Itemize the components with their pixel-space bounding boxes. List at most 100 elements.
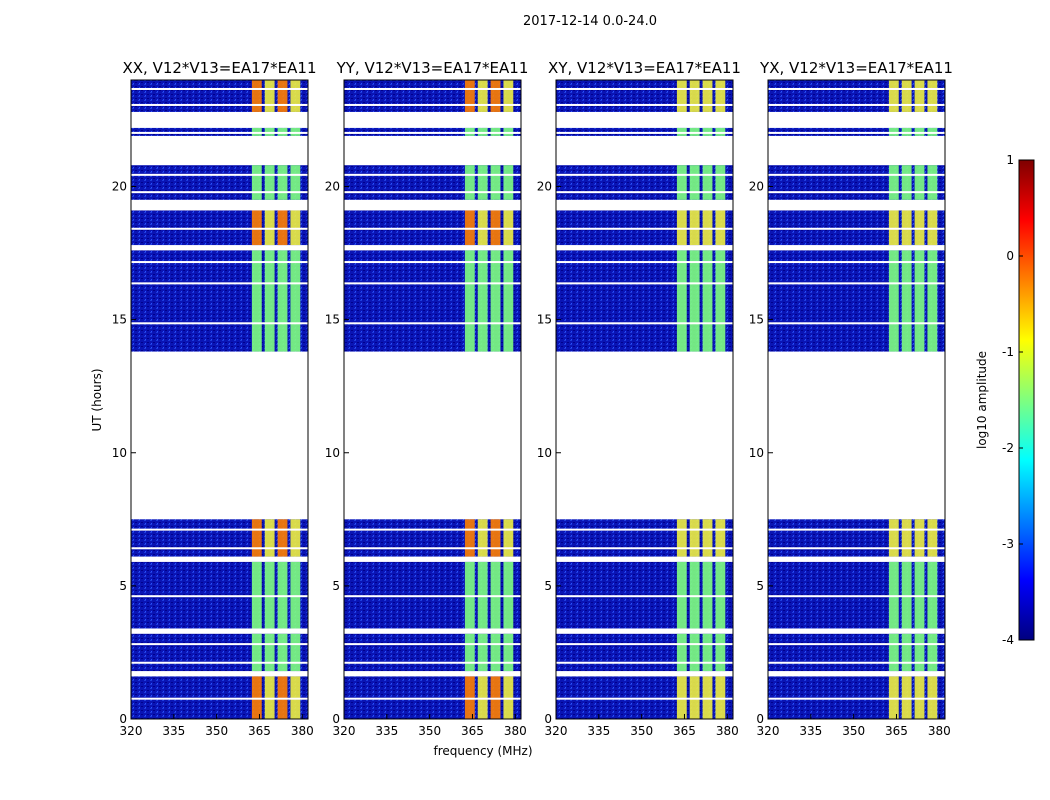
flag-line: [768, 227, 945, 230]
y-tick-label: 10: [537, 446, 552, 460]
colorbar-tick-label: 0: [1006, 249, 1014, 263]
band-column: [477, 519, 488, 557]
flag-line: [556, 697, 733, 700]
band-column: [277, 633, 288, 672]
flag-line: [344, 547, 521, 550]
band-column: [689, 519, 700, 557]
y-axis-label: UT (hours): [90, 368, 104, 431]
y-tick-label: 20: [749, 180, 764, 194]
flag-line: [556, 173, 733, 176]
y-tick-label: 5: [756, 579, 764, 593]
x-tick-label: 320: [757, 724, 780, 738]
x-tick-label: 365: [248, 724, 271, 738]
band-column: [927, 250, 938, 293]
flag-line: [768, 173, 945, 176]
band-column: [490, 519, 501, 557]
band-column: [927, 633, 938, 672]
band-column: [888, 210, 899, 246]
x-tick-label: 335: [799, 724, 822, 738]
flag-line: [344, 87, 521, 90]
x-tick-label: 350: [205, 724, 228, 738]
x-tick-label: 380: [504, 724, 527, 738]
flag-line: [768, 261, 945, 264]
flag-line: [768, 103, 945, 106]
band-column: [277, 165, 288, 200]
band-column: [290, 519, 301, 557]
band-column: [264, 250, 275, 293]
y-tick-label: 10: [325, 446, 340, 460]
band-column: [290, 80, 301, 112]
x-tick-label: 350: [630, 724, 653, 738]
band-column: [503, 80, 514, 112]
band-column: [290, 210, 301, 246]
x-tick-label: 335: [375, 724, 398, 738]
band-column: [503, 210, 514, 246]
flag-line: [344, 643, 521, 646]
y-tick-label: 0: [119, 712, 127, 726]
y-tick-label: 15: [112, 313, 127, 327]
band-column: [477, 250, 488, 293]
flag-line: [556, 87, 733, 90]
band-column: [702, 165, 713, 200]
band-column: [464, 633, 475, 672]
flag-line: [768, 87, 945, 90]
band-column: [676, 250, 687, 293]
band-column: [914, 633, 925, 672]
axes-frame: [130, 79, 309, 720]
band-column: [888, 633, 899, 672]
flag-line: [131, 528, 308, 531]
band-column: [927, 80, 938, 112]
panel-4: YX, V12*V13=EA17*EA11 320 335 350 365 380 0 5 10…: [749, 59, 953, 738]
y-tick-label: 15: [749, 313, 764, 327]
flag-line: [344, 173, 521, 176]
band-column: [264, 519, 275, 557]
flag-line: [344, 595, 521, 598]
x-axis-label: frequency (MHz): [433, 744, 532, 758]
band-column: [702, 633, 713, 672]
band-column: [490, 165, 501, 200]
band-column: [702, 519, 713, 557]
flag-line: [131, 227, 308, 230]
flag-line: [556, 261, 733, 264]
band-column: [264, 210, 275, 246]
flag-line: [131, 261, 308, 264]
band-column: [927, 165, 938, 200]
band-column: [914, 80, 925, 112]
x-tick-label: 335: [162, 724, 185, 738]
band-column: [689, 165, 700, 200]
band-column: [277, 519, 288, 557]
x-tick-label: 335: [587, 724, 610, 738]
band-column: [888, 250, 899, 293]
flag-line: [344, 227, 521, 230]
y-tick-label: 10: [749, 446, 764, 460]
colorbar-tick-label: -2: [1002, 441, 1014, 455]
band-column: [901, 165, 912, 200]
band-column: [290, 250, 301, 293]
flag-line: [556, 227, 733, 230]
flag-line: [344, 697, 521, 700]
y-tick-label: 0: [544, 712, 552, 726]
x-tick-label: 380: [291, 724, 314, 738]
colorbar-tick-label: -3: [1002, 537, 1014, 551]
colorbar-tick-label: 1: [1006, 153, 1014, 167]
band-column: [464, 250, 475, 293]
band-column: [264, 633, 275, 672]
band-column: [277, 80, 288, 112]
flag-line: [768, 322, 945, 325]
flag-line: [131, 103, 308, 106]
band-column: [251, 519, 262, 557]
flag-line: [344, 282, 521, 285]
band-column: [927, 210, 938, 246]
band-column: [464, 165, 475, 200]
band-column: [277, 210, 288, 246]
band-column: [676, 633, 687, 672]
band-column: [464, 80, 475, 112]
band-column: [888, 519, 899, 557]
band-column: [715, 633, 726, 672]
x-tick-label: 320: [120, 724, 143, 738]
band-column: [901, 519, 912, 557]
band-column: [477, 210, 488, 246]
band-column: [251, 210, 262, 246]
band-column: [477, 633, 488, 672]
y-tick-label: 10: [112, 446, 127, 460]
